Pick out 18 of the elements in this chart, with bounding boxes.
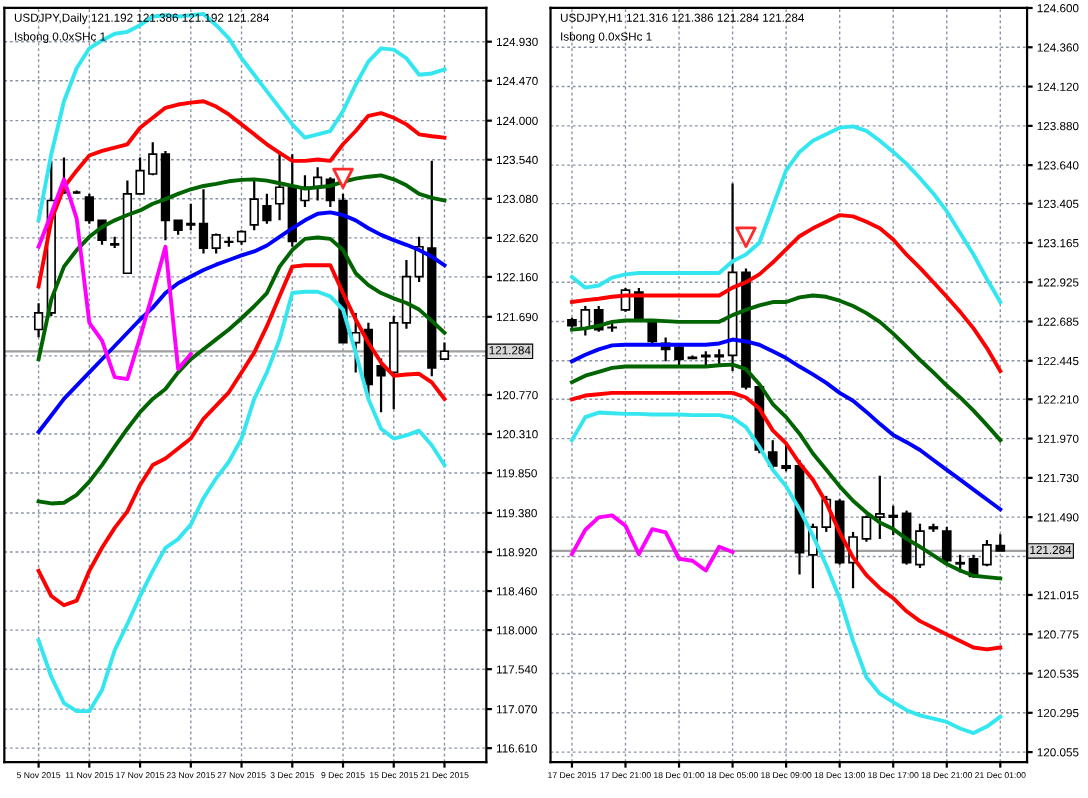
line-series [570, 213, 1003, 374]
line-series [570, 410, 1003, 736]
line-series [570, 362, 1003, 581]
line-series [36, 177, 193, 381]
line-series [570, 124, 1003, 304]
line-series [36, 263, 447, 608]
line-series [36, 235, 447, 506]
line-series [36, 99, 447, 289]
candlestick [861, 514, 872, 543]
candlestick [198, 188, 209, 255]
line-series [36, 289, 447, 714]
candlestick [941, 525, 952, 566]
line-series [36, 210, 447, 434]
candlestick [33, 302, 44, 339]
line-series [570, 513, 735, 573]
candlestick [274, 149, 285, 222]
line-series [570, 293, 1003, 443]
line-series [570, 390, 1003, 652]
